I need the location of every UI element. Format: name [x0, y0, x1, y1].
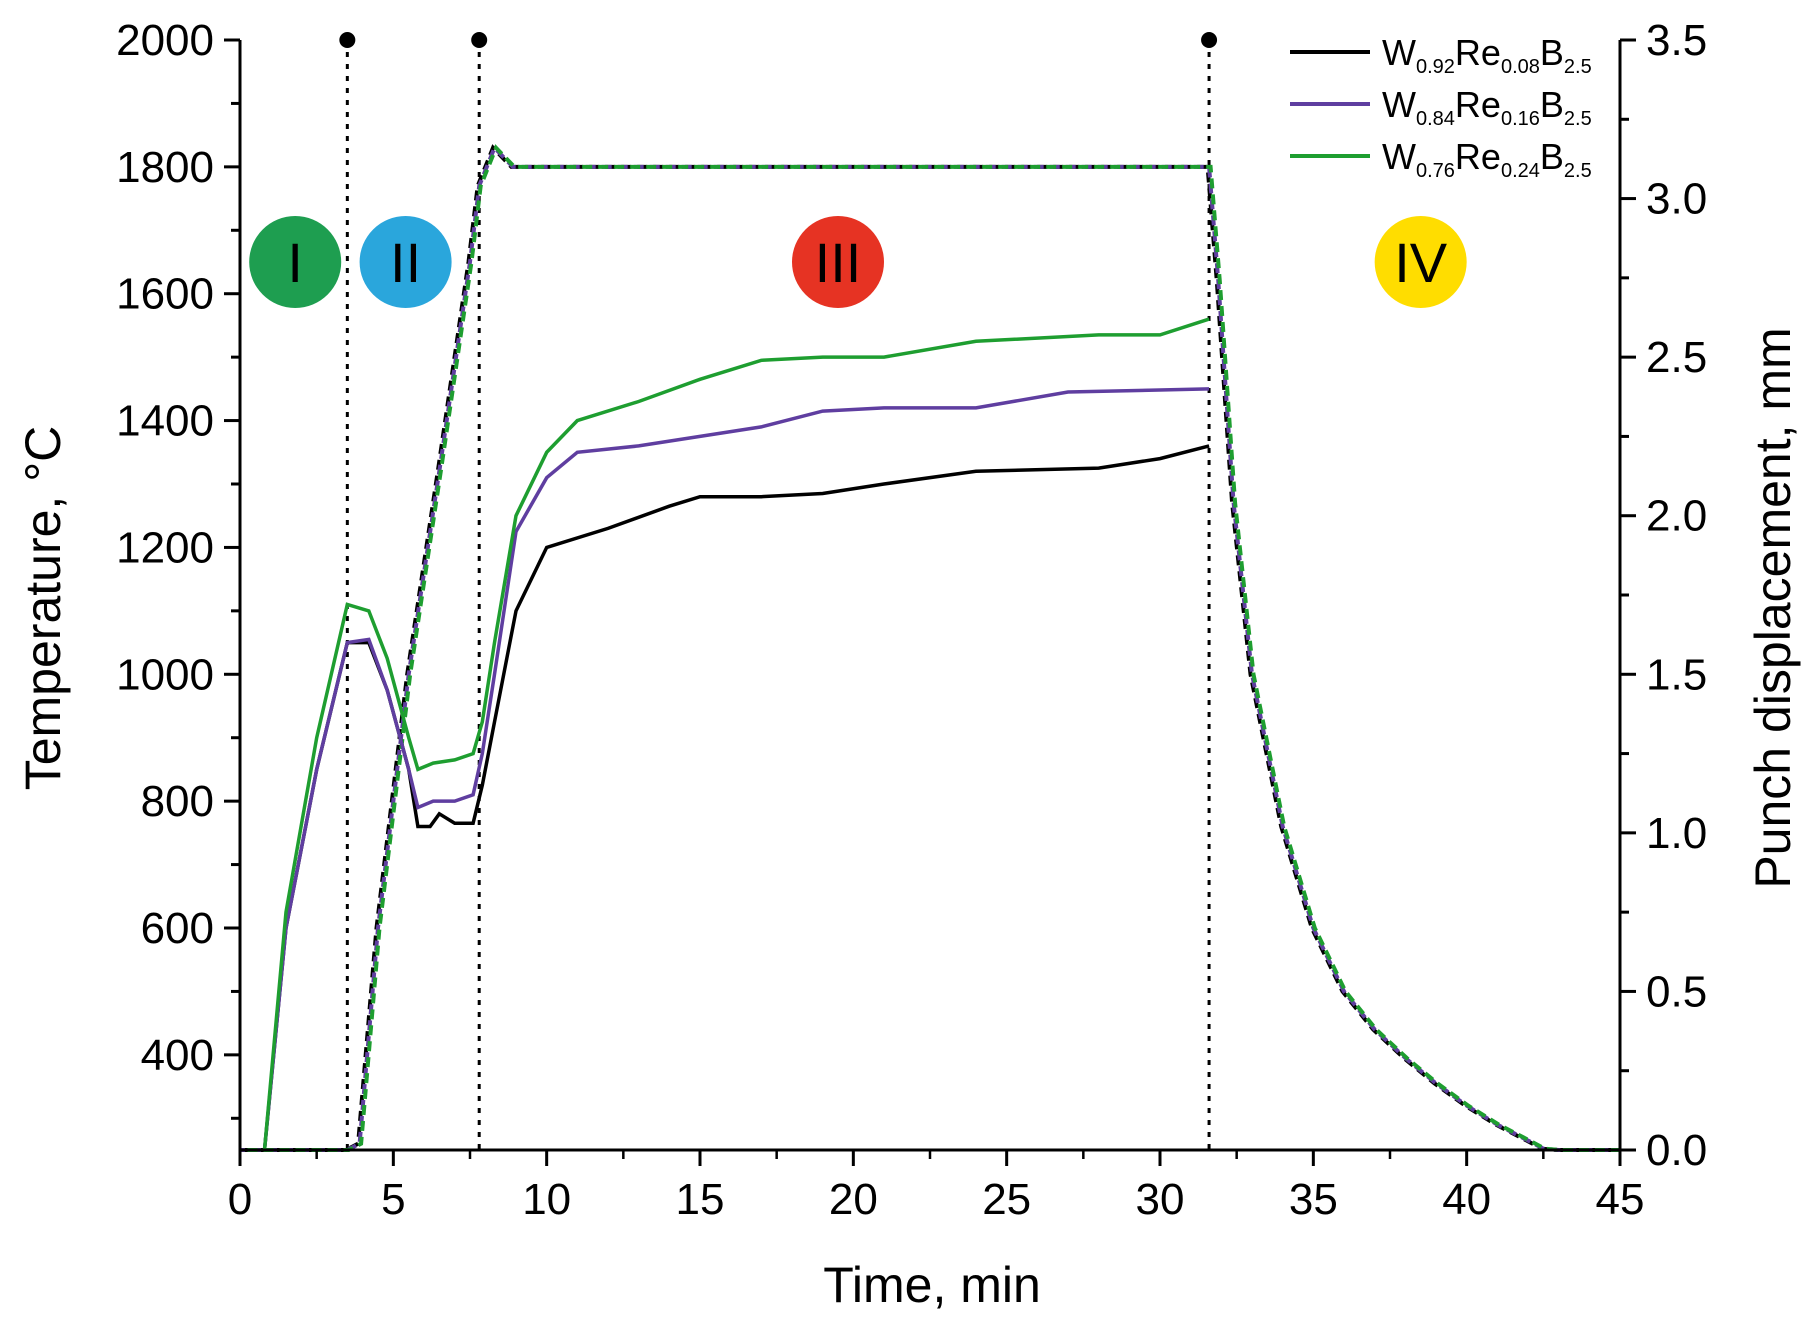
legend-subscript: 0.24 — [1501, 160, 1540, 182]
displacement-line-series-3 — [262, 317, 1210, 1151]
displacement-line-series-2 — [262, 387, 1210, 1151]
y-left-tick-label: 2000 — [116, 16, 214, 65]
y-right-tick-label: 2.5 — [1646, 333, 1707, 382]
y-right-tick-label: 3.5 — [1646, 16, 1707, 65]
x-tick-label: 45 — [1596, 1175, 1645, 1224]
legend-element: B — [1540, 32, 1564, 73]
legend-element: Re — [1455, 84, 1501, 125]
legend-subscript: 0.08 — [1501, 56, 1540, 78]
legend-element: W — [1382, 136, 1416, 177]
x-tick-label: 10 — [522, 1175, 571, 1224]
x-tick-label: 30 — [1136, 1175, 1185, 1224]
stage-badges: I II III IV — [249, 216, 1467, 308]
x-tick-label: 15 — [676, 1175, 725, 1224]
stage-badge-4 — [1374, 216, 1467, 308]
legend-element: Re — [1455, 136, 1501, 177]
legend-subscript: 0.16 — [1501, 108, 1540, 130]
y-left-tick-label: 1400 — [116, 397, 214, 446]
stage-badge-2 — [359, 216, 452, 308]
y-left-tick-label: 1600 — [116, 270, 214, 319]
legend-label-1: W0.92Re0.08B2.5 — [1382, 32, 1592, 78]
legend-element: B — [1540, 136, 1564, 177]
temperature-curve — [240, 144, 1620, 1152]
y-left-tick-label: 1800 — [116, 143, 214, 192]
legend-element: W — [1382, 32, 1416, 73]
x-tick-label: 5 — [381, 1175, 405, 1224]
y-right-tick-label: 2.0 — [1646, 492, 1707, 541]
legend-subscript: 2.5 — [1564, 108, 1592, 130]
legend-element: Re — [1455, 32, 1501, 73]
tick-marks — [224, 38, 1636, 1166]
plot-marks — [238, 32, 1622, 1152]
stage-boundary-dot — [471, 32, 488, 48]
x-tick-label: 25 — [982, 1175, 1031, 1224]
legend-subscript: 0.76 — [1416, 160, 1455, 182]
stage-badge-3 — [792, 216, 884, 308]
y-left-tick-label: 1200 — [116, 523, 214, 572]
stage-boundary-dot — [1201, 32, 1218, 48]
x-tick-label: 0 — [228, 1175, 252, 1224]
stage-label-4: IV — [1394, 231, 1448, 294]
stage-badge-1 — [249, 216, 342, 308]
y-left-tick-label: 800 — [141, 777, 214, 826]
legend-subscript: 2.5 — [1564, 56, 1592, 78]
y-right-tick-label: 0.0 — [1646, 1126, 1707, 1175]
stage-label-1: I — [287, 231, 303, 294]
x-tick-label: 20 — [829, 1175, 878, 1224]
y-left-tick-label: 1000 — [116, 650, 214, 699]
legend-subscript: 2.5 — [1564, 160, 1592, 182]
legend-subscript: 0.92 — [1416, 56, 1455, 78]
tick-labels: 0 5 10 15 20 25 30 35 40 45 400 600 800 1000 1200 1400 1… — [116, 16, 1707, 1224]
legend: W0.92Re0.08B2.5W0.84Re0.16B2.5W0.76Re0.2… — [1290, 32, 1592, 182]
legend-label-2: W0.84Re0.16B2.5 — [1382, 84, 1592, 130]
stage-label-2: II — [390, 231, 421, 294]
y-left-tick-label: 400 — [141, 1031, 214, 1080]
stage-boundary-dot — [339, 32, 356, 48]
temperature-curve — [241, 144, 1622, 1152]
y-left-tick-label: 600 — [141, 904, 214, 953]
legend-element: W — [1382, 84, 1416, 125]
y-axis-left-title: Temperature, °C — [15, 426, 71, 791]
x-axis-title: Time, min — [823, 1257, 1041, 1313]
y-right-tick-label: 3.0 — [1646, 175, 1707, 224]
y-right-tick-label: 0.5 — [1646, 967, 1707, 1016]
legend-subscript: 0.84 — [1416, 108, 1455, 130]
legend-element: B — [1540, 84, 1564, 125]
x-tick-label: 40 — [1442, 1175, 1491, 1224]
y-axis-right-title: Punch displacement, mm — [1745, 327, 1801, 888]
x-tick-label: 35 — [1289, 1175, 1338, 1224]
y-right-tick-label: 1.0 — [1646, 809, 1707, 858]
stage-label-3: III — [815, 231, 862, 294]
y-right-tick-label: 1.5 — [1646, 650, 1707, 699]
legend-label-3: W0.76Re0.24B2.5 — [1382, 136, 1592, 182]
